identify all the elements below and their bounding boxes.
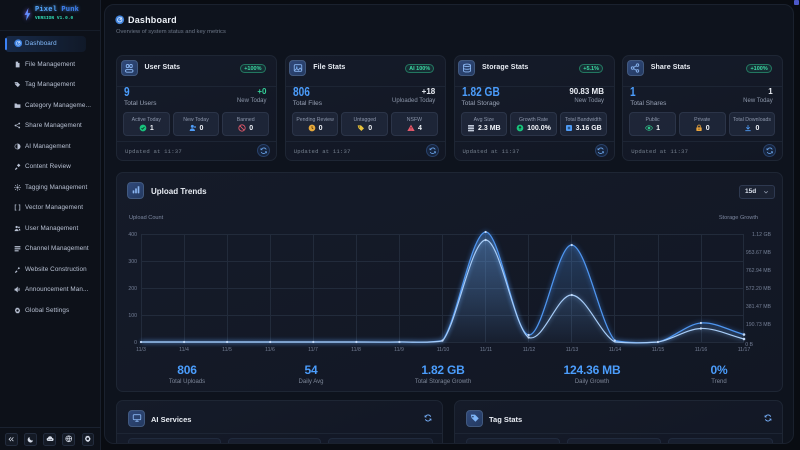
svg-text:11/11: 11/11: [480, 347, 492, 353]
svg-text:400: 400: [128, 232, 137, 238]
svg-text:11/17: 11/17: [738, 347, 751, 353]
svg-text:11/6: 11/6: [265, 347, 275, 353]
svg-text:953.67 MB: 953.67 MB: [746, 250, 772, 256]
svg-text:0: 0: [134, 340, 137, 346]
svg-text:200: 200: [128, 286, 137, 292]
svg-text:11/4: 11/4: [179, 347, 189, 353]
svg-text:11/7: 11/7: [308, 347, 318, 353]
svg-text:762.94 MB: 762.94 MB: [746, 268, 772, 274]
svg-text:1.12 GB: 1.12 GB: [752, 232, 772, 238]
svg-text:11/16: 11/16: [695, 347, 708, 353]
svg-text:190.73 MB: 190.73 MB: [746, 322, 772, 328]
svg-text:Storage Growth: Storage Growth: [719, 215, 758, 221]
svg-text:Upload Count: Upload Count: [129, 215, 164, 221]
svg-text:11/3: 11/3: [136, 347, 146, 353]
svg-text:11/12: 11/12: [523, 347, 536, 353]
svg-text:11/8: 11/8: [351, 347, 361, 353]
svg-text:11/14: 11/14: [609, 347, 622, 353]
svg-text:11/5: 11/5: [222, 347, 232, 353]
svg-text:11/13: 11/13: [566, 347, 579, 353]
svg-text:100: 100: [128, 313, 137, 319]
svg-text:0 B: 0 B: [745, 342, 753, 348]
svg-text:300: 300: [128, 259, 137, 265]
svg-text:11/9: 11/9: [394, 347, 404, 353]
svg-text:11/10: 11/10: [437, 347, 450, 353]
svg-text:572.20 MB: 572.20 MB: [746, 286, 772, 292]
svg-text:11/15: 11/15: [652, 347, 665, 353]
svg-text:381.47 MB: 381.47 MB: [746, 304, 772, 310]
